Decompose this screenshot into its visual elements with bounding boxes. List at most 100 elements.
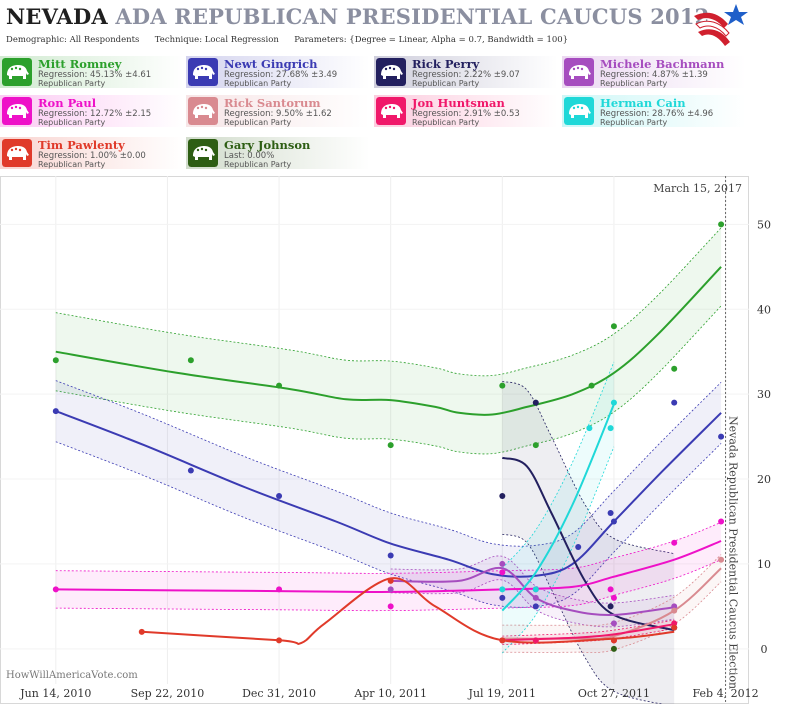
poll-point-herman-cain[interactable] bbox=[499, 586, 506, 593]
elephant-icon bbox=[564, 58, 594, 86]
candidate-stat: Regression: 12.72% ±2.15 bbox=[38, 109, 152, 119]
poll-point-newt-gingrich[interactable] bbox=[610, 518, 617, 525]
poll-point-michele-bachmann[interactable] bbox=[671, 603, 678, 610]
candidate-stat: Regression: 2.22% ±9.07 bbox=[412, 70, 520, 80]
poll-point-herman-cain[interactable] bbox=[607, 425, 614, 432]
poll-point-rick-perry[interactable] bbox=[532, 399, 539, 406]
poll-point-newt-gingrich[interactable] bbox=[187, 467, 194, 474]
candidate-name: Herman Cain bbox=[600, 96, 686, 110]
poll-point-ron-paul[interactable] bbox=[387, 603, 394, 610]
legend-item-newt-gingrich[interactable]: Newt Gingrich Regression: 27.68% ±3.49 R… bbox=[186, 56, 370, 88]
poll-point-mitt-romney[interactable] bbox=[276, 382, 283, 389]
poll-point-tim-pawlenty[interactable] bbox=[138, 628, 145, 635]
poll-point-michele-bachmann[interactable] bbox=[610, 620, 617, 627]
elephant-icon bbox=[376, 58, 406, 86]
poll-point-ron-paul[interactable] bbox=[607, 586, 614, 593]
poll-point-ron-paul[interactable] bbox=[671, 539, 678, 546]
elephant-icon bbox=[188, 97, 218, 125]
poll-point-herman-cain[interactable] bbox=[610, 399, 617, 406]
trend-line-mitt-romney[interactable] bbox=[55, 266, 722, 416]
poll-point-mitt-romney[interactable] bbox=[588, 382, 595, 389]
elephant-icon bbox=[188, 139, 218, 167]
elephant-icon bbox=[2, 97, 32, 125]
poll-point-michele-bachmann[interactable] bbox=[499, 560, 506, 567]
y-tick-label: 20 bbox=[757, 473, 771, 486]
poll-point-mitt-romney[interactable] bbox=[610, 323, 617, 330]
poll-point-tim-pawlenty[interactable] bbox=[671, 624, 678, 631]
poll-point-tim-pawlenty[interactable] bbox=[387, 577, 394, 584]
candidate-stat: Regression: 4.87% ±1.39 bbox=[600, 70, 708, 80]
poll-point-newt-gingrich[interactable] bbox=[607, 510, 614, 517]
candidate-party: Republican Party bbox=[38, 160, 106, 169]
confidence-band-michele-bachmann bbox=[390, 555, 675, 627]
legend-item-michele-bachmann[interactable]: Michele Bachmann Regression: 4.87% ±1.39… bbox=[562, 56, 746, 88]
poll-point-rick-perry[interactable] bbox=[499, 493, 506, 500]
poll-point-tim-pawlenty[interactable] bbox=[610, 637, 617, 644]
legend-item-gary-johnson[interactable]: Gary Johnson Last: 0.00% Republican Part… bbox=[186, 137, 370, 169]
title-state: NEVADA bbox=[6, 4, 108, 29]
poll-point-ron-paul[interactable] bbox=[52, 586, 59, 593]
poll-point-herman-cain[interactable] bbox=[586, 425, 593, 432]
parameters-row: Demographic: All Respondents Technique: … bbox=[6, 35, 568, 45]
y-tick-label: 50 bbox=[757, 218, 771, 231]
poll-point-newt-gingrich[interactable] bbox=[52, 408, 59, 415]
poll-point-newt-gingrich[interactable] bbox=[671, 399, 678, 406]
poll-point-rick-santorum[interactable] bbox=[671, 607, 678, 614]
y-tick-label: 10 bbox=[757, 558, 771, 571]
trend-line-herman-cain[interactable] bbox=[501, 403, 615, 612]
poll-point-michele-bachmann[interactable] bbox=[532, 594, 539, 601]
elephant-icon bbox=[564, 97, 594, 125]
legend-item-mitt-romney[interactable]: Mitt Romney Regression: 45.13% ±4.61 Rep… bbox=[0, 56, 184, 88]
trend-line-rick-perry[interactable] bbox=[501, 456, 675, 632]
poll-point-mitt-romney[interactable] bbox=[671, 365, 678, 372]
poll-point-mitt-romney[interactable] bbox=[187, 357, 194, 364]
poll-point-ron-paul[interactable] bbox=[499, 569, 506, 576]
poll-point-newt-gingrich[interactable] bbox=[718, 433, 725, 440]
legend-item-rick-santorum[interactable]: Rick Santorum Regression: 9.50% ±1.62 Re… bbox=[186, 95, 370, 127]
elephant-icon bbox=[376, 97, 406, 125]
parameters-value[interactable]: {Degree = Linear, Alpha = 0.7, Bandwidth… bbox=[349, 35, 569, 45]
poll-point-mitt-romney[interactable] bbox=[499, 382, 506, 389]
poll-point-tim-pawlenty[interactable] bbox=[499, 637, 506, 644]
parameters-label: Parameters: bbox=[294, 35, 347, 45]
poll-point-mitt-romney[interactable] bbox=[387, 442, 394, 449]
poll-point-mitt-romney[interactable] bbox=[52, 357, 59, 364]
poll-point-jon-huntsman[interactable] bbox=[671, 620, 678, 627]
legend-item-herman-cain[interactable]: Herman Cain Regression: 28.76% ±4.96 Rep… bbox=[562, 95, 746, 127]
legend-item-rick-perry[interactable]: Rick Perry Regression: 2.22% ±9.07 Repub… bbox=[374, 56, 558, 88]
poll-point-michele-bachmann[interactable] bbox=[387, 586, 394, 593]
poll-point-ron-paul[interactable] bbox=[276, 586, 283, 593]
candidate-stat: Regression: 45.13% ±4.61 bbox=[38, 70, 152, 80]
watermark-text: HowWillAmericaVote.com bbox=[6, 670, 138, 681]
band-upper-rick-perry bbox=[502, 381, 675, 555]
poll-point-rick-perry[interactable] bbox=[607, 603, 614, 610]
site-logo-icon[interactable] bbox=[692, 2, 750, 52]
elephant-icon bbox=[2, 58, 32, 86]
elephant-icon bbox=[2, 139, 32, 167]
poll-point-newt-gingrich[interactable] bbox=[575, 543, 582, 550]
poll-point-mitt-romney[interactable] bbox=[718, 221, 725, 228]
trend-line-newt-gingrich[interactable] bbox=[55, 410, 722, 578]
poll-point-newt-gingrich[interactable] bbox=[276, 493, 283, 500]
poll-point-gary-johnson[interactable] bbox=[610, 645, 617, 652]
poll-point-newt-gingrich[interactable] bbox=[499, 594, 506, 601]
poll-point-tim-pawlenty[interactable] bbox=[276, 637, 283, 644]
technique-value[interactable]: Local Regression bbox=[204, 35, 279, 45]
legend-item-tim-pawlenty[interactable]: Tim Pawlenty Regression: 1.00% ±0.00 Rep… bbox=[0, 137, 184, 169]
poll-point-newt-gingrich[interactable] bbox=[387, 552, 394, 559]
demographic-value[interactable]: All Respondents bbox=[69, 35, 140, 45]
poll-point-herman-cain[interactable] bbox=[532, 586, 539, 593]
trend-line-jon-huntsman[interactable] bbox=[502, 623, 675, 642]
poll-point-ron-paul[interactable] bbox=[610, 594, 617, 601]
poll-point-newt-gingrich[interactable] bbox=[532, 603, 539, 610]
band-lower-rick-perry bbox=[502, 533, 675, 707]
candidate-party: Republican Party bbox=[412, 118, 480, 127]
poll-point-ron-paul[interactable] bbox=[718, 518, 725, 525]
legend-item-ron-paul[interactable]: Ron Paul Regression: 12.72% ±2.15 Republ… bbox=[0, 95, 184, 127]
legend-item-jon-huntsman[interactable]: Jon Huntsman Regression: 2.91% ±0.53 Rep… bbox=[374, 95, 558, 127]
poll-point-rick-santorum[interactable] bbox=[718, 556, 725, 563]
poll-point-mitt-romney[interactable] bbox=[532, 442, 539, 449]
poll-point-jon-huntsman[interactable] bbox=[532, 637, 539, 644]
y-tick-label: 0 bbox=[761, 643, 768, 656]
header: NEVADA ADA REPUBLICAN PRESIDENTIAL CAUCU… bbox=[0, 0, 789, 56]
